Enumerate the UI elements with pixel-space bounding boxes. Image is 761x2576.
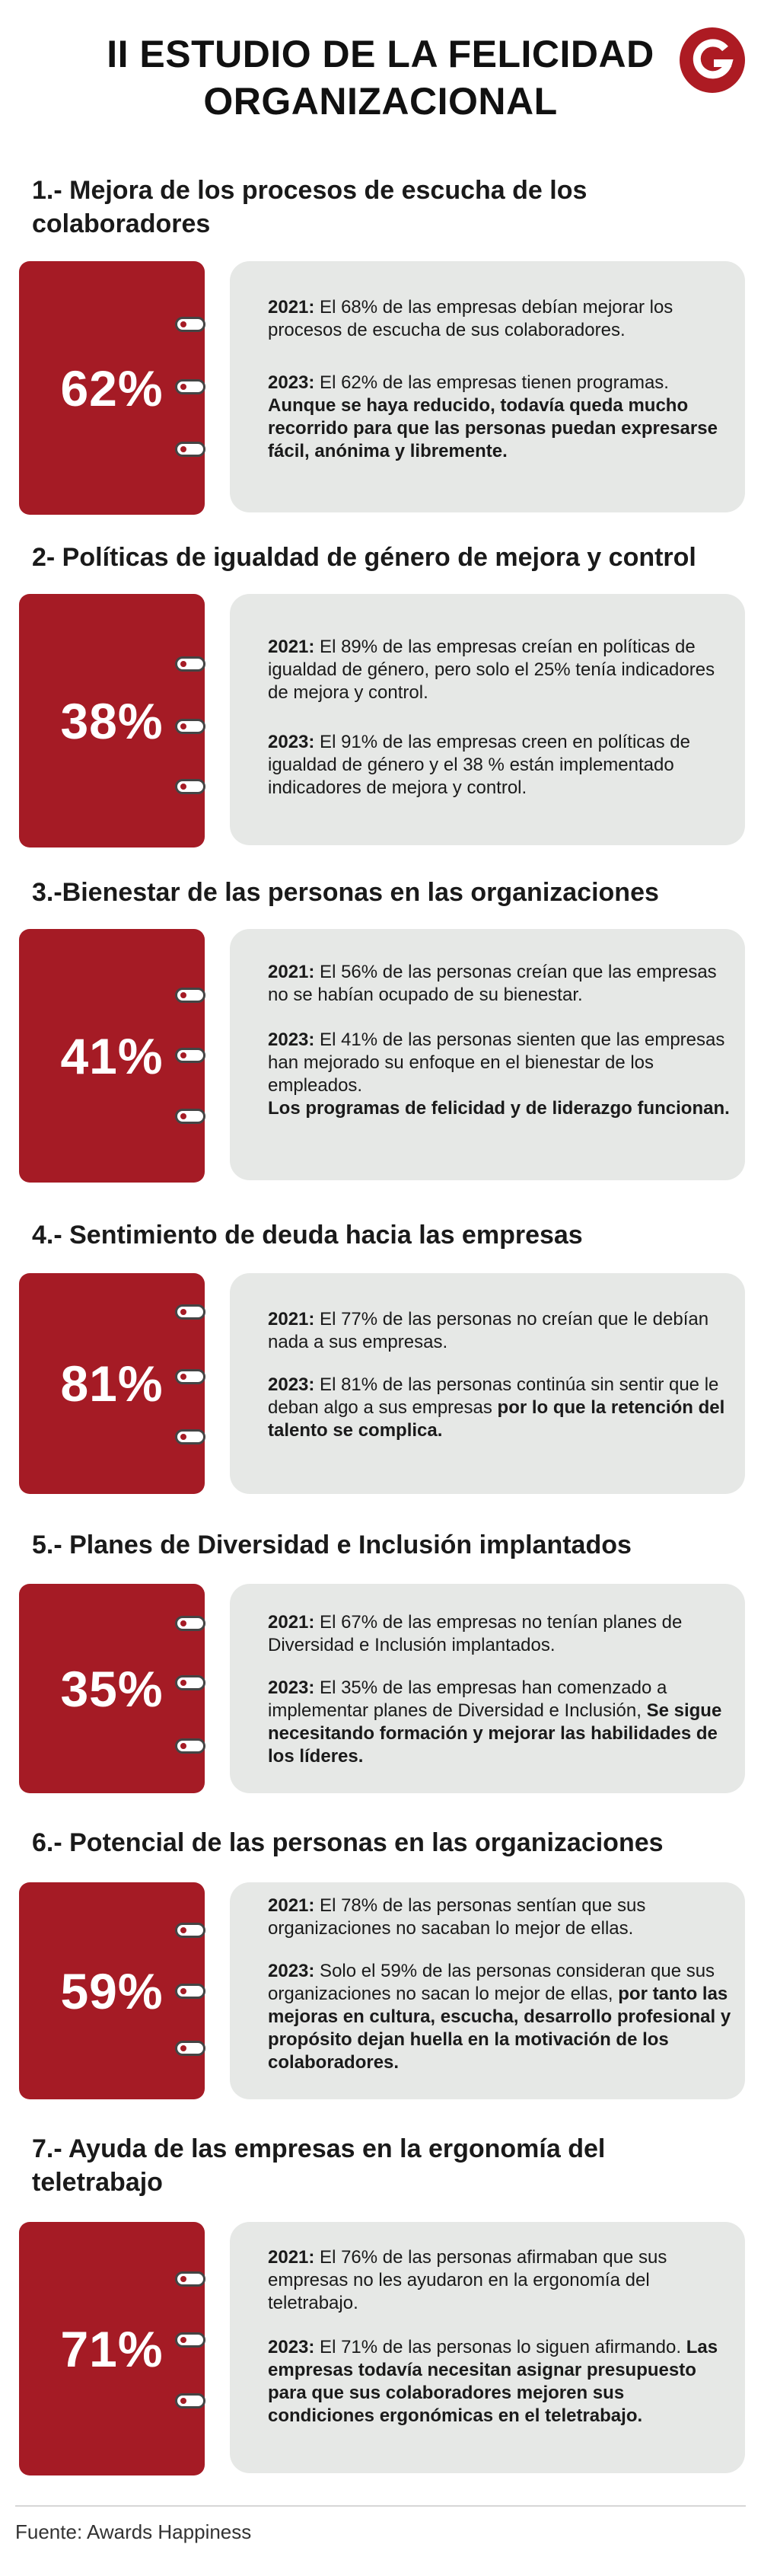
section-2-text-panel: 2021: El 89% de las empresas creían en p… (230, 594, 745, 845)
section-3-percent-box: 41% (19, 929, 205, 1183)
binder-ring (175, 2271, 205, 2287)
binder-ring (175, 1616, 205, 1631)
binder-ring (175, 1675, 205, 1690)
section-3-2023: 2023: El 41% de las personas sienten que… (268, 1029, 730, 1119)
section-6-2023: 2023: Solo el 59% de las personas consid… (268, 1961, 731, 2073)
section-6-percent: 59% (60, 1962, 164, 2019)
binder-ring (175, 2332, 205, 2348)
binder-ring (175, 1369, 205, 1384)
section-3-title: 3.-Bienestar de las personas en las orga… (32, 878, 659, 907)
section-6-percent-box: 59% (19, 1882, 205, 2099)
footer-divider (15, 2505, 746, 2507)
section-3-2021: 2021: El 56% de las personas creían que … (268, 962, 717, 1005)
section-4-2023: 2023: El 81% de las personas continúa si… (268, 1374, 725, 1441)
g-logo-icon (693, 39, 734, 79)
binder-ring (175, 2041, 205, 2056)
section-3-text-panel: 2021: El 56% de las personas creían que … (230, 929, 745, 1180)
section-7-percent-box: 71% (19, 2222, 205, 2475)
section-4-text-panel: 2021: El 77% de las personas no creían q… (230, 1273, 745, 1494)
section-6-title: 6.- Potencial de las personas en las org… (32, 1828, 664, 1857)
section-5-text-panel: 2021: El 67% de las empresas no tenían p… (230, 1584, 745, 1793)
section-4-2021: 2021: El 77% de las personas no creían q… (268, 1309, 709, 1352)
binder-ring (175, 1048, 205, 1063)
section-1-2023: 2023: El 62% de las empresas tienen prog… (268, 372, 718, 461)
section-3-percent: 41% (60, 1027, 164, 1084)
section-7-2023: 2023: El 71% de las personas lo siguen a… (268, 2337, 718, 2426)
page-title: II ESTUDIO DE LA FELICIDAD ORGANIZACIONA… (0, 30, 761, 125)
section-1-percent: 62% (60, 359, 164, 417)
binder-ring (175, 379, 205, 394)
section-4-percent-box: 81% (19, 1273, 205, 1494)
binder-ring (175, 1109, 205, 1124)
section-2-title: 2- Políticas de igualdad de género de me… (32, 543, 696, 572)
section-1-2021: 2021: El 68% de las empresas debían mejo… (268, 297, 673, 340)
binder-ring (175, 2393, 205, 2408)
section-6-2021: 2021: El 78% de las personas sentían que… (268, 1895, 646, 1939)
binder-ring (175, 1984, 205, 1999)
section-1-text-panel: 2021: El 68% de las empresas debían mejo… (230, 261, 745, 512)
section-1-title: 1.- Mejora de los procesos de escucha de… (32, 176, 587, 238)
section-4-title: 4.- Sentimiento de deuda hacia las empre… (32, 1221, 583, 1250)
source-credit: Fuente: Awards Happiness (15, 2520, 252, 2543)
section-7-percent: 71% (60, 2320, 164, 2377)
binder-ring (175, 719, 205, 734)
binder-ring (175, 656, 205, 672)
section-2-2023: 2023: El 91% de las empresas creen en po… (268, 732, 690, 798)
section-2-percent: 38% (60, 692, 164, 749)
binder-ring (175, 988, 205, 1003)
section-5-percent-box: 35% (19, 1584, 205, 1793)
title-line-1: II ESTUDIO DE LA FELICIDAD (107, 33, 654, 75)
binder-ring (175, 317, 205, 332)
section-6-text-panel: 2021: El 78% de las personas sentían que… (230, 1882, 745, 2099)
section-5-title: 5.- Planes de Diversidad e Inclusión imp… (32, 1531, 632, 1559)
section-7-text-panel: 2021: El 76% de las personas afirmaban q… (230, 2222, 745, 2473)
binder-ring (175, 1923, 205, 1938)
section-2-2021: 2021: El 89% de las empresas creían en p… (268, 637, 715, 703)
binder-ring (175, 1304, 205, 1320)
section-1-percent-box: 62% (19, 261, 205, 515)
section-7-title: 7.- Ayuda de las empresas en la ergonomí… (32, 2134, 606, 2197)
section-7-2021: 2021: El 76% de las personas afirmaban q… (268, 2247, 667, 2313)
section-2-percent-box: 38% (19, 594, 205, 847)
section-5-2023: 2023: El 35% de las empresas han comenza… (268, 1677, 722, 1767)
binder-ring (175, 1429, 205, 1444)
section-5-percent: 35% (60, 1660, 164, 1717)
section-5-2021: 2021: El 67% de las empresas no tenían p… (268, 1612, 683, 1655)
section-4-percent: 81% (60, 1355, 164, 1412)
brand-logo[interactable] (680, 27, 745, 93)
binder-ring (175, 1738, 205, 1754)
binder-ring (175, 442, 205, 457)
binder-ring (175, 779, 205, 794)
title-line-2: ORGANIZACIONAL (203, 80, 558, 123)
